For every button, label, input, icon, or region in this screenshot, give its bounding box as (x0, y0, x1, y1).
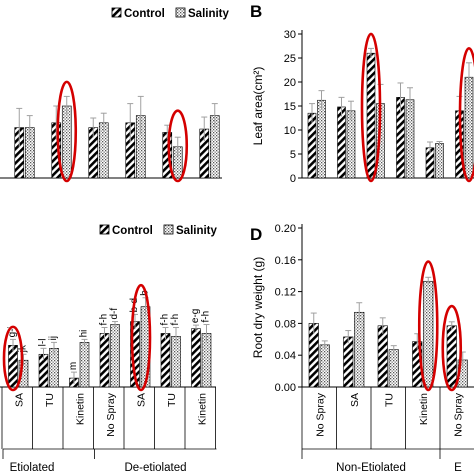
bar-control (191, 328, 201, 388)
group-label: E (454, 462, 462, 474)
y-tick-label: 0 (290, 173, 296, 185)
bar-salinity (346, 110, 356, 179)
bar-control (366, 52, 376, 179)
significance-label: jk (18, 344, 29, 353)
bar-control (99, 333, 110, 388)
y-tick-label: 25 (284, 53, 296, 65)
legend-label: Control (124, 8, 165, 20)
bar-salinity (79, 342, 90, 388)
y-tick-label: 15 (284, 101, 296, 113)
bar-salinity (317, 99, 326, 179)
significance-label: d-f (109, 308, 120, 320)
category-label: SA (135, 393, 147, 407)
y-tick-label: 10 (284, 125, 296, 137)
category-label: SA (349, 393, 361, 407)
y-tick-label: 0.16 (275, 255, 296, 267)
y-axis-title: Leaf area(cm²) (251, 67, 265, 146)
highlight-ellipse (360, 32, 382, 183)
group-label: De-etiolated (124, 462, 186, 474)
legend-label: Control (112, 225, 153, 237)
highlight-ellipse (130, 283, 152, 392)
significance-label: l-l (38, 339, 49, 347)
bar-salinity (435, 143, 444, 179)
legend-swatch (163, 224, 174, 235)
category-label: TU (44, 393, 56, 407)
bar-control (377, 325, 388, 388)
significance-label: m (68, 362, 79, 370)
group-label: Etiolated (10, 462, 55, 474)
bar-salinity (61, 105, 72, 179)
legend-swatch (99, 224, 110, 235)
y-tick-label: 5 (290, 149, 296, 161)
highlight-ellipse (56, 80, 78, 183)
bar-control (160, 333, 171, 388)
significance-label: ij (48, 336, 59, 340)
bar-control (337, 106, 346, 179)
panel-letter-D: D (250, 225, 262, 244)
significance-label: e-g (190, 309, 201, 323)
legend-swatch (111, 7, 122, 18)
category-label: No Spray (452, 392, 464, 437)
highlight-ellipse (441, 304, 463, 392)
highlight-ellipse (167, 109, 189, 183)
significance-label: f-h (99, 314, 110, 326)
category-label: Kinetin (74, 393, 86, 425)
bar-salinity (354, 311, 365, 388)
legend-swatch (175, 7, 186, 18)
significance-label: f-h (201, 311, 212, 323)
category-label: Kinetin (196, 393, 208, 425)
y-tick-label: 0.08 (275, 318, 296, 330)
bar-control (343, 336, 354, 388)
significance-label: g-i (7, 326, 18, 337)
category-label: TU (166, 393, 178, 407)
bar-salinity (319, 344, 330, 388)
bar-control (307, 112, 317, 179)
category-label: SA (13, 393, 25, 407)
y-tick-label: 0.04 (275, 350, 296, 362)
panel-letter-B: B (250, 2, 262, 21)
bar-salinity (110, 324, 120, 388)
bar-control (8, 345, 18, 388)
y-axis-title: Root dry weight (g) (251, 257, 265, 358)
category-label: TU (383, 393, 395, 407)
y-tick-label: 30 (284, 29, 296, 41)
category-label: No Spray (105, 392, 117, 437)
highlight-ellipse (2, 325, 24, 392)
y-tick-label: 0.12 (275, 287, 296, 299)
category-label: No Spray (314, 392, 326, 437)
category-label: Kinetin (418, 393, 430, 425)
significance-label: hi (79, 330, 90, 338)
y-tick-label: 20 (284, 77, 296, 89)
highlight-ellipse (458, 46, 474, 183)
legend-label: Salinity (188, 8, 230, 20)
bar-salinity (388, 349, 399, 388)
bar-salinity (423, 280, 434, 388)
significance-label: f-h (170, 314, 181, 326)
group-label: Non-Etiolated (336, 462, 406, 474)
y-tick-label: 0.20 (275, 223, 296, 235)
y-tick-label: 0.00 (275, 382, 296, 394)
legend-label: Salinity (176, 225, 218, 237)
significance-label: f-h (160, 314, 171, 326)
bar-control (446, 325, 457, 388)
highlight-ellipse (417, 260, 439, 392)
bar-salinity (464, 76, 474, 179)
